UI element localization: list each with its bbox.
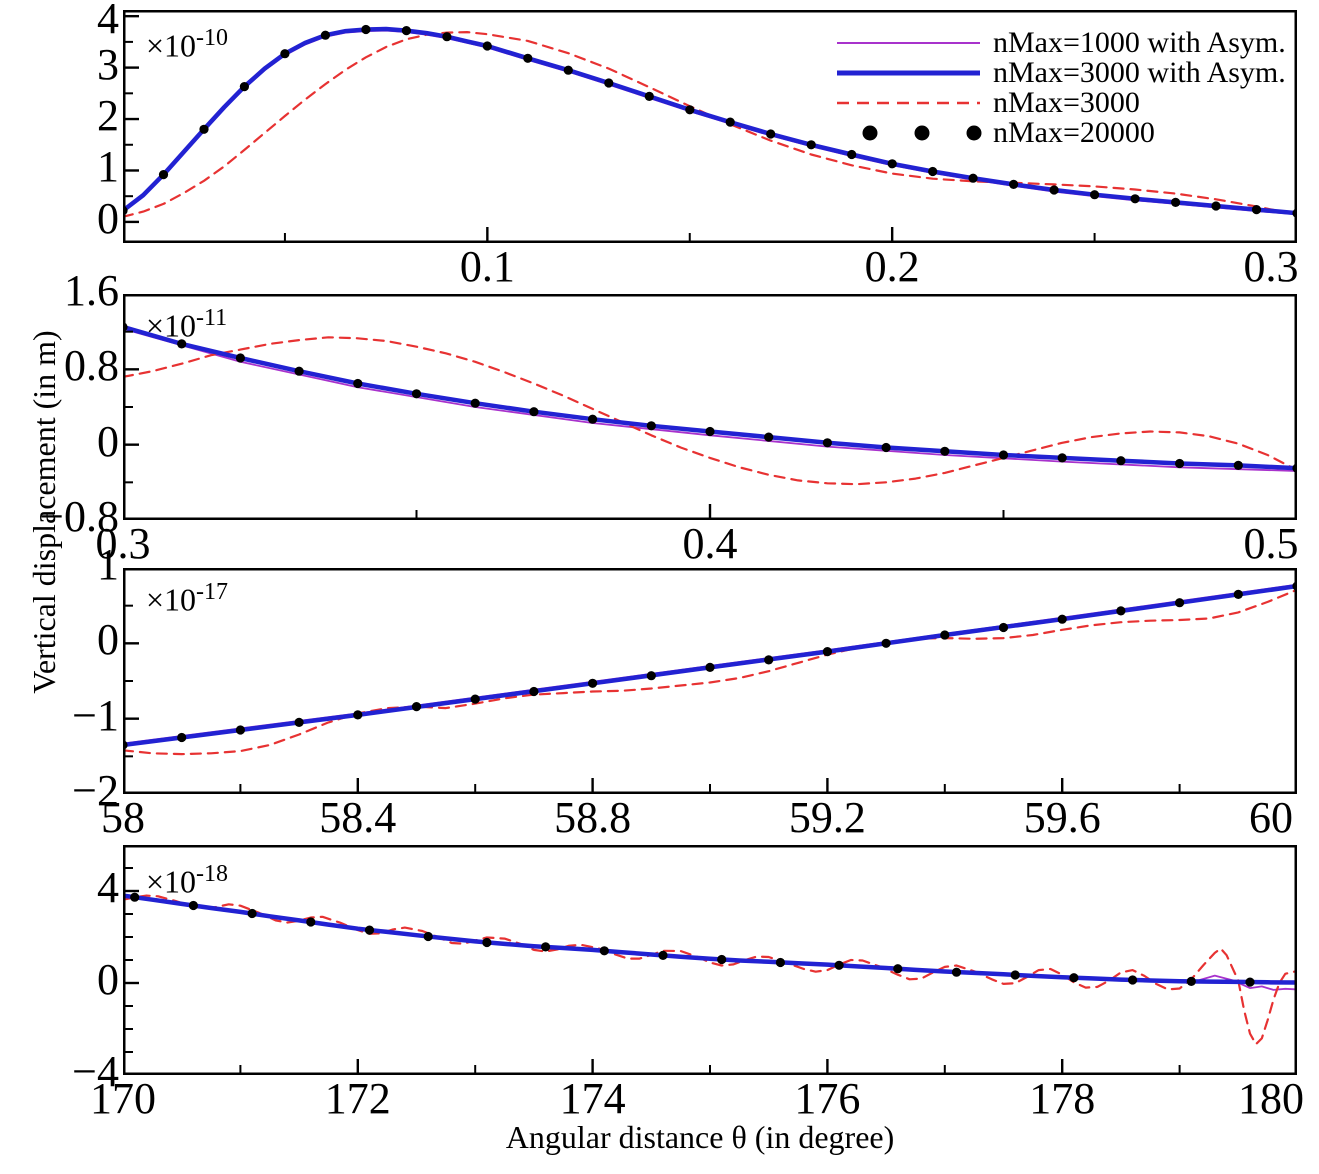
y-tick-label: 0.8	[64, 341, 119, 391]
y-tick-label: 1	[97, 142, 119, 192]
exponent-label-panel-4: ×10-18	[146, 856, 228, 900]
exponent-base: ×10	[146, 581, 197, 618]
panel-border	[123, 845, 1297, 1075]
y-tick-label: −0.8	[39, 492, 119, 541]
y-tick-label: 0	[97, 193, 119, 243]
y-tick-label: 1.6	[64, 266, 119, 315]
panel-border	[123, 568, 1297, 794]
y-tick-label: 3	[97, 39, 119, 89]
panel-1-plot	[123, 10, 1297, 243]
legend-item: nMax=3000 with Asym.	[836, 58, 1306, 88]
x-tick-label: 58.8	[554, 793, 632, 842]
series-nmax1000-asym-line	[125, 29, 1295, 215]
series-nmax1000-asym-line	[125, 894, 1295, 991]
panel-3-plot	[123, 568, 1297, 794]
series-nmax1000-asym-line	[125, 328, 1295, 472]
x-tick-label: 0.2	[864, 242, 920, 291]
legend-item: nMax=3000	[836, 88, 1306, 118]
y-tick-label: 0	[97, 416, 119, 466]
series-nmax20000-dots	[125, 581, 1295, 750]
x-tick-label: 172	[324, 1074, 391, 1123]
x-axis-title: Angular distance θ (in degree)	[505, 1119, 895, 1155]
x-tick-label: 174	[559, 1074, 626, 1123]
panel-border	[123, 294, 1297, 520]
series-nmax20000-dots	[125, 24, 1295, 218]
y-tick-label: 0	[97, 615, 119, 665]
legend-thin-line-icon	[837, 42, 980, 44]
y-tick-label: −1	[72, 690, 119, 740]
exponent-power: -17	[196, 579, 229, 605]
legend-item-label: nMax=3000	[993, 86, 1140, 119]
legend-item: nMax=20000	[836, 118, 1306, 148]
x-tick-label: 180	[1238, 1074, 1304, 1123]
x-tick-label: 0.4	[682, 519, 738, 568]
exponent-power: -10	[196, 25, 229, 51]
series-nmax3000-line	[125, 589, 1295, 756]
axis-ticks	[123, 294, 1297, 520]
series-nmax3000-asym-line	[125, 325, 1295, 471]
x-tick-label: 178	[1029, 1074, 1096, 1123]
legend-item-label: nMax=1000 with Asym.	[993, 26, 1286, 59]
legend: nMax=1000 with Asym. nMax=3000 with Asym…	[836, 28, 1306, 148]
series-nmax3000-asym-line	[125, 26, 1295, 216]
legend-thick-line-icon	[837, 70, 980, 76]
y-tick-label: 4	[97, 0, 119, 43]
x-tick-label: 60	[1249, 793, 1293, 842]
series-nmax3000-line	[125, 336, 1295, 486]
x-tick-label: 176	[794, 1074, 861, 1123]
exponent-power: -18	[196, 861, 229, 887]
series-nmax3000-line	[125, 894, 1295, 1046]
legend-item: nMax=1000 with Asym.	[836, 28, 1306, 58]
exponent-label-panel-1: ×10-10	[146, 20, 228, 64]
x-tick-label: 0.5	[1243, 519, 1299, 568]
exponent-label-panel-2: ×10-11	[146, 300, 227, 344]
legend-item-label: nMax=20000	[993, 116, 1155, 149]
panel-2-plot	[123, 294, 1297, 520]
axis-ticks	[123, 867, 1297, 1075]
panel-border	[123, 10, 1297, 243]
legend-dots-icon	[862, 125, 982, 141]
exponent-label-panel-3: ×10-17	[146, 574, 228, 618]
y-tick-label: 4	[97, 863, 119, 912]
series-nmax3000-asym-line	[125, 893, 1295, 985]
exponent-base: ×10	[146, 27, 197, 64]
y-tick-label: 1	[97, 540, 119, 589]
exponent-power: -11	[196, 305, 228, 331]
panel-4-plot	[123, 845, 1297, 1075]
x-tick-label: 58	[101, 793, 145, 842]
axis-ticks	[125, 14, 1297, 241]
x-tick-label: 58.4	[319, 793, 397, 842]
axis-ticks	[123, 568, 1297, 794]
x-tick-label: 0.3	[1243, 242, 1299, 291]
x-tick-label: 59.2	[788, 793, 866, 842]
legend-item-label: nMax=3000 with Asym.	[993, 56, 1286, 89]
series-nmax20000-dots	[125, 322, 1295, 473]
series-nmax20000-dots	[130, 892, 1255, 987]
y-tick-label: 0	[97, 955, 119, 1004]
x-tick-label: 0.3	[95, 519, 151, 568]
x-tick-label: 170	[90, 1074, 156, 1123]
y-tick-label: −2	[72, 766, 119, 815]
exponent-base: ×10	[146, 863, 197, 900]
series-nmax3000-line	[125, 31, 1295, 218]
x-tick-label: 59.6	[1023, 793, 1101, 842]
y-tick-label: −4	[72, 1047, 119, 1096]
y-tick-label: 2	[97, 91, 119, 141]
x-tick-label: 0.1	[459, 242, 515, 291]
legend-dashed-line-icon	[837, 101, 980, 105]
